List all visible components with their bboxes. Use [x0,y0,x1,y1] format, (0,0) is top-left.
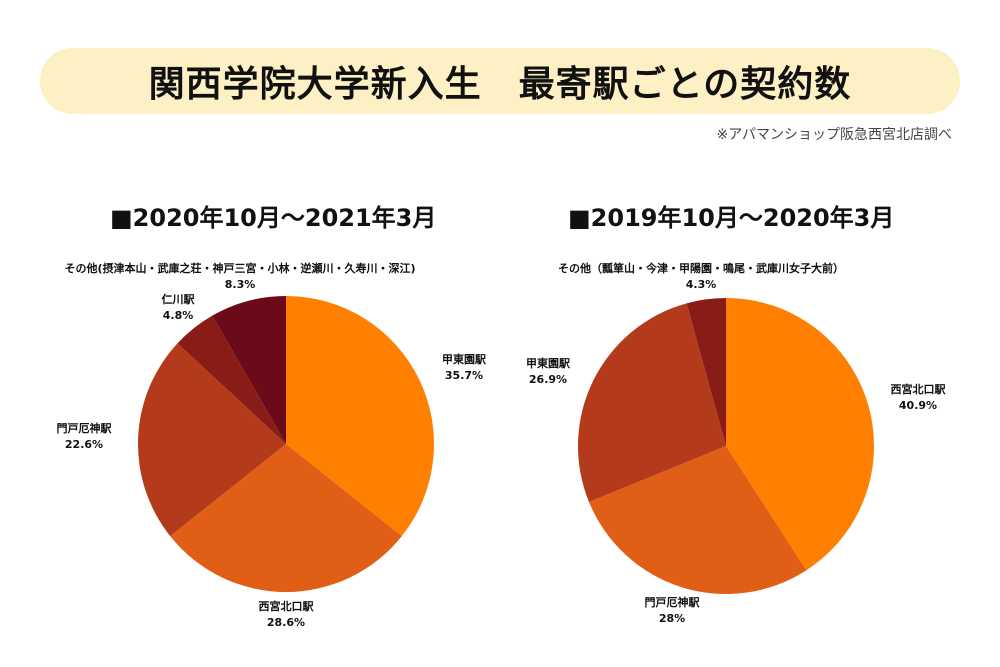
pie-slice-2 [138,343,286,537]
pie-slice-3 [177,315,286,444]
slice-label-4: その他(摂津本山・武庫之荘・神戸三宮・小林・逆瀬川・久寿川・深江) [64,261,415,275]
slice-value-label-0: 40.9% [899,399,937,412]
slice-label-1: 西宮北口駅 [259,599,314,613]
slice-value-label-3: 4.8% [163,309,194,322]
pie-slice-0 [286,296,435,537]
page-title-banner: 関西学院大学新入生 最寄駅ごとの契約数 [40,48,960,114]
pie-slice-3 [686,298,726,446]
slice-label-3: 仁川駅 [162,292,195,306]
source-note: ※アパマンショップ阪急西宮北店調べ [716,127,952,143]
pie-slice-4 [212,296,286,444]
slice-value-label-0: 35.7% [445,369,483,382]
slice-value-label-1: 28.6% [267,616,305,629]
slice-value-label-2: 22.6% [65,438,103,451]
pie-slice-0 [726,298,875,571]
slice-label-0: 西宮北口駅 [891,382,946,396]
pie-slice-1 [588,446,807,595]
slice-label-3: その他（瓢箪山・今津・甲陽園・鳴尾・武庫川女子大前） [558,261,844,275]
slice-label-2: 門戸厄神駅 [57,421,112,435]
slice-value-label-1: 28% [659,612,685,625]
pie-chart-2019: 西宮北口駅 40.9% 門戸厄神駅 28% 甲東園駅 26.9% その他（瓢箪山・今津・甲陽… [526,261,946,625]
slice-label-0: 甲東園駅 [442,352,486,366]
pie-chart-2020: 甲東園駅 35.7% 西宮北口駅 28.6% 門戸厄神駅 22.6% 仁川駅 4.8% その他(… [57,261,487,629]
pie-slice-1 [170,444,402,592]
pie-slice-2 [578,303,726,502]
chart-title-2019: ■2019年10月〜2020年3月 [568,204,895,232]
slice-label-1: 門戸厄神駅 [645,595,700,609]
slice-value-label-2: 26.9% [529,373,567,386]
slice-value-label-4: 8.3% [225,278,256,291]
page-title: 関西学院大学新入生 最寄駅ごとの契約数 [148,64,852,105]
slice-label-2: 甲東園駅 [526,356,570,370]
chart-title-2020: ■2020年10月〜2021年3月 [110,204,437,232]
slice-value-label-3: 4.3% [686,278,717,291]
